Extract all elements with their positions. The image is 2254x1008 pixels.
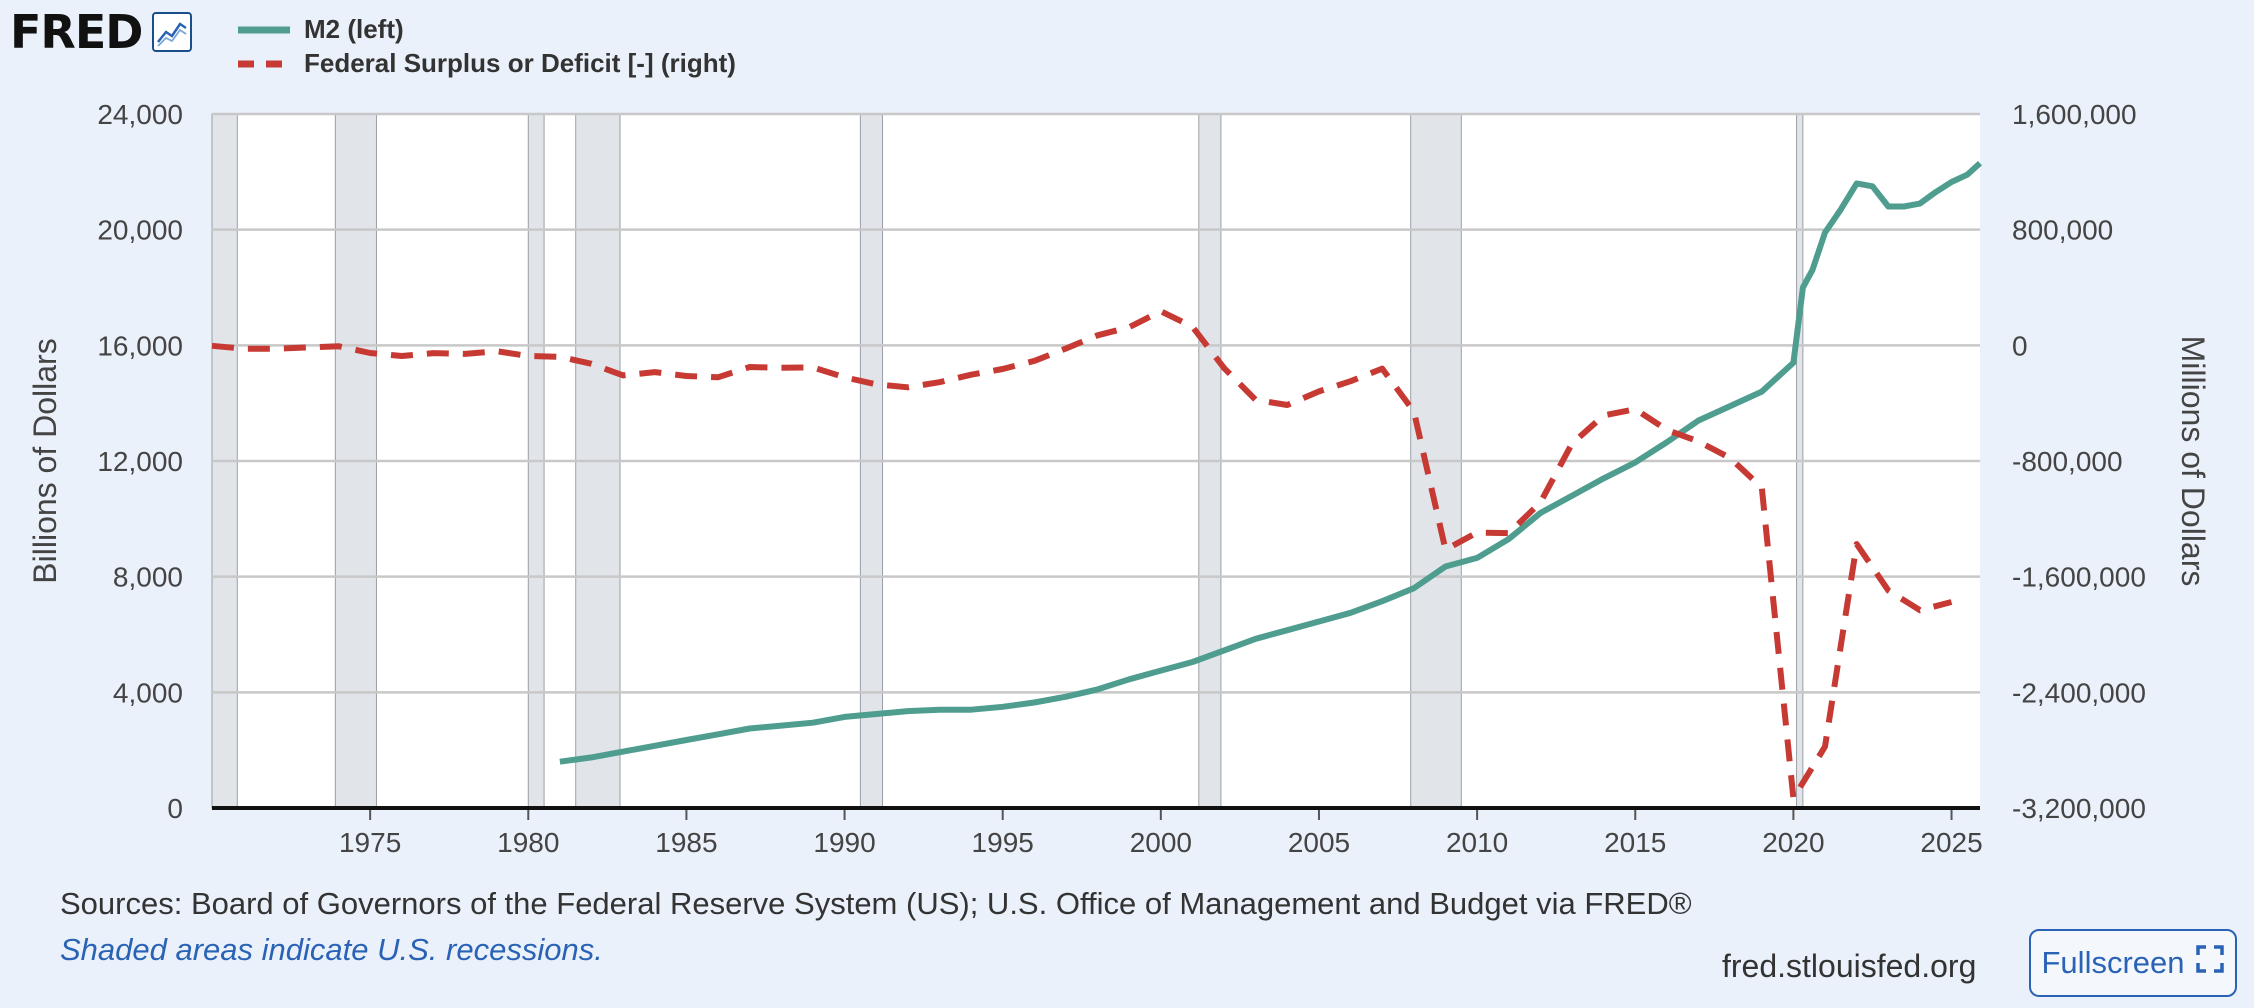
y-left-tick-label: 16,000	[97, 330, 183, 361]
recession-note[interactable]: Shaded areas indicate U.S. recessions.	[60, 932, 603, 967]
legend-label-m2: M2 (left)	[304, 14, 404, 44]
x-tick-label: 2005	[1288, 827, 1350, 858]
fullscreen-button[interactable]: Fullscreen	[2029, 929, 2237, 997]
y-right-tick-label: 800,000	[2012, 215, 2113, 246]
legend-swatch-dashed	[238, 60, 290, 67]
x-tick-label: 1985	[655, 827, 717, 858]
sources-text: Sources: Board of Governors of the Feder…	[60, 886, 1692, 921]
series-line-m2	[559, 160, 1983, 765]
x-tick-label: 2010	[1446, 827, 1508, 858]
x-tick-label: 2000	[1130, 827, 1192, 858]
legend-label-deficit: Federal Surplus or Deficit [-] (right)	[304, 48, 736, 78]
logo-text: FRED	[10, 5, 143, 59]
x-tick-label: 1980	[497, 827, 559, 858]
y-left-tick-label: 0	[167, 793, 183, 824]
y-right-tick-label: -1,600,000	[2012, 562, 2146, 593]
y-left-tick-label: 8,000	[113, 562, 183, 593]
legend-item-deficit[interactable]: Federal Surplus or Deficit [-] (right)	[238, 48, 736, 79]
site-link[interactable]: fred.stlouisfed.org	[1722, 948, 1977, 984]
expand-icon	[2195, 944, 2225, 982]
y-right-tick-label: 1,600,000	[2012, 99, 2137, 130]
x-tick-label: 2015	[1604, 827, 1666, 858]
series-line-deficit	[211, 308, 1953, 802]
x-tick-label: 1995	[972, 827, 1034, 858]
y-left-axis-title: Billions of Dollars	[27, 338, 63, 583]
y-left-tick-label: 4,000	[113, 677, 183, 708]
chart-graph-icon	[152, 12, 193, 52]
legend-item-m2[interactable]: M2 (left)	[238, 14, 404, 45]
y-right-axis-title: Millions of Dollars	[2175, 336, 2211, 587]
x-tick-label: 2025	[1920, 827, 1982, 858]
x-tick-label: 2020	[1762, 827, 1824, 858]
y-left-tick-label: 12,000	[97, 446, 183, 477]
x-tick-label: 1990	[813, 827, 875, 858]
y-left-tick-label: 20,000	[97, 215, 183, 246]
y-right-tick-label: -3,200,000	[2012, 793, 2146, 824]
y-right-tick-label: 0	[2012, 330, 2028, 361]
y-right-tick-label: -800,000	[2012, 446, 2123, 477]
fullscreen-label: Fullscreen	[2041, 945, 2185, 980]
fred-logo[interactable]: FRED	[10, 4, 193, 60]
chart-canvas: 0 4,000 8,000 12,000 16,000 20,000 24,000 -3,20…	[27, 99, 2211, 858]
y-left-tick-label: 24,000	[97, 99, 183, 130]
x-tick-label: 1975	[339, 827, 401, 858]
legend-swatch-solid	[238, 26, 290, 33]
y-right-tick-label: -2,400,000	[2012, 677, 2146, 708]
